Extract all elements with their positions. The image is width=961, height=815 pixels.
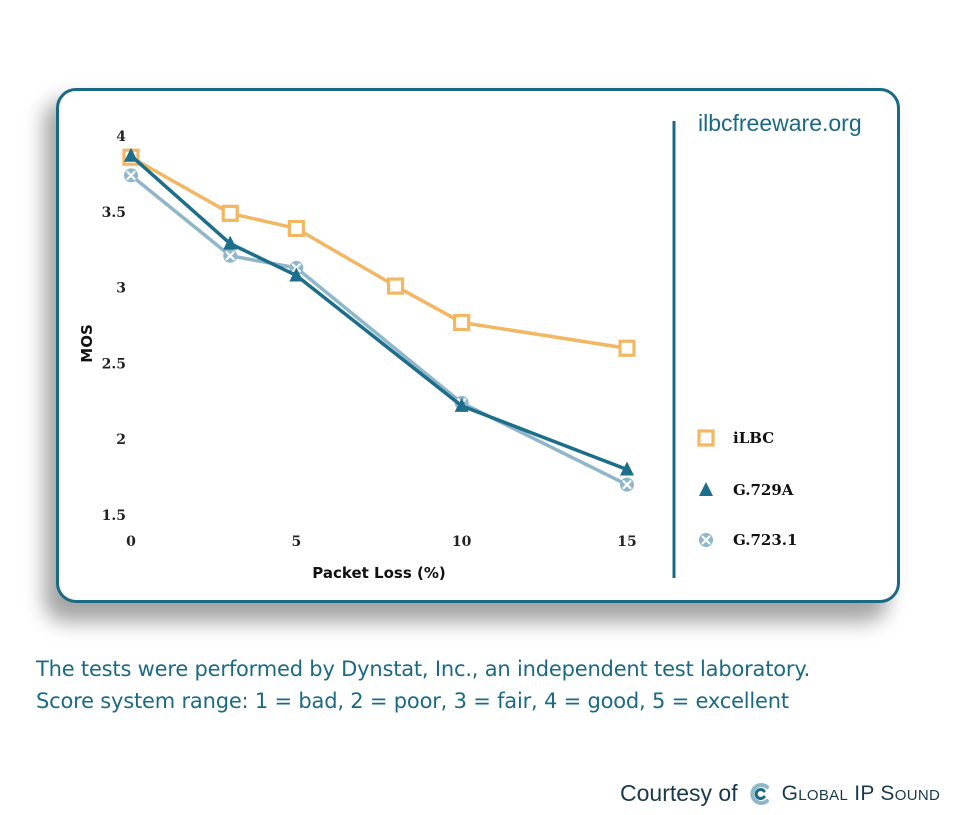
series-line xyxy=(129,154,628,472)
caption-line-1: The tests were performed by Dynstat, Inc… xyxy=(36,657,811,681)
x-tick-label: 5 xyxy=(291,534,301,550)
data-point xyxy=(618,339,636,357)
legend-item: G.723.1 xyxy=(699,531,797,549)
data-point xyxy=(453,313,471,332)
cross-marker-x xyxy=(622,480,632,490)
series-line xyxy=(130,155,628,350)
x-tick-label: 0 xyxy=(126,534,136,550)
data-point xyxy=(287,219,305,238)
y-tick-label: 2 xyxy=(116,432,126,448)
y-tick-label: 3.5 xyxy=(102,205,126,221)
cross-marker-x xyxy=(701,535,711,545)
caption: The tests were performed by Dynstat, Inc… xyxy=(36,653,810,717)
caption-line-2: Score system range: 1 = bad, 2 = poor, 3… xyxy=(36,689,789,713)
legend-item: G.729A xyxy=(699,481,794,499)
data-point xyxy=(454,397,469,412)
legend-triangle-icon xyxy=(699,482,713,496)
legend-item: iLBC xyxy=(697,429,774,447)
courtesy-brand: Global IP Sound xyxy=(781,781,941,805)
swirl-logo-icon xyxy=(750,782,769,805)
y-tick-label: 4 xyxy=(116,129,126,145)
data-point xyxy=(223,248,238,263)
y-axis-label: MOS xyxy=(78,324,96,362)
legend-label: G.723.1 xyxy=(733,531,797,549)
legend-label: G.729A xyxy=(733,481,794,499)
mos-chart: 1.5 2 2.5 3 3.5 4 0 5 10 15 Packet Loss (%) MOS iLB… xyxy=(78,121,797,582)
courtesy-credit: Courtesy of Global IP Sound xyxy=(620,780,940,807)
series-ilbc xyxy=(122,148,636,357)
site-label[interactable]: ilbcfreeware.org xyxy=(698,110,862,136)
courtesy-prefix: Courtesy of xyxy=(620,780,738,806)
chart-card xyxy=(56,88,900,603)
data-point xyxy=(289,267,304,282)
chart-legend: iLBC G.729A G.723.1 xyxy=(697,429,797,549)
cross-marker-x xyxy=(225,251,235,261)
y-tick-label: 3 xyxy=(116,281,126,297)
data-point xyxy=(620,461,634,476)
series-layer xyxy=(122,147,636,492)
cross-marker-x xyxy=(126,170,136,181)
y-tick-label: 1.5 xyxy=(102,508,126,524)
data-point xyxy=(620,477,634,492)
y-tick-label: 2.5 xyxy=(102,356,126,372)
data-point xyxy=(124,147,138,162)
data-point xyxy=(223,235,238,250)
series-g-729a xyxy=(124,147,634,476)
data-point xyxy=(386,277,405,295)
data-point xyxy=(221,204,239,222)
x-axis-label: Packet Loss (%) xyxy=(312,564,445,582)
legend-cross-icon xyxy=(699,533,713,547)
legend-label: iLBC xyxy=(733,429,774,447)
x-tick-label: 15 xyxy=(617,534,636,550)
chart-axes: 1.5 2 2.5 3 3.5 4 0 5 10 15 Packet Loss (%) MOS xyxy=(78,129,637,582)
legend-square-icon xyxy=(697,429,715,447)
x-tick-label: 10 xyxy=(452,534,472,550)
data-point xyxy=(124,168,138,183)
